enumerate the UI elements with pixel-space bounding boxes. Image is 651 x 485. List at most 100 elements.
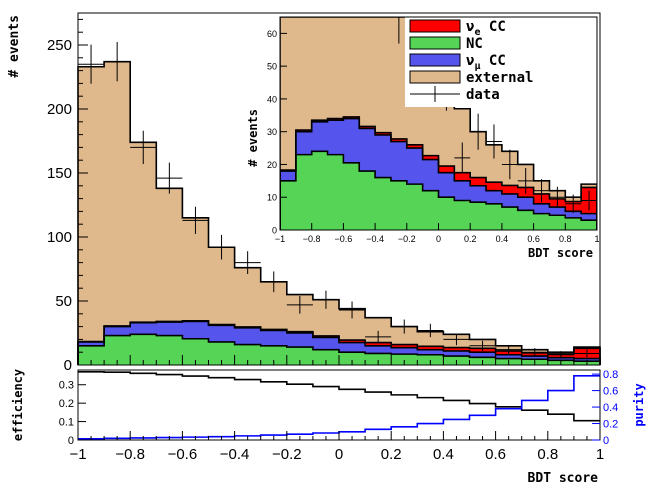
inset-y-tick-label: 10 [267,193,277,203]
efficiency-tick-label: 0.2 [59,398,74,410]
legend-swatch [409,53,461,67]
main-data-point [365,330,392,343]
efficiency-line [78,371,600,422]
main-y-axis-label: # events [7,15,22,78]
inset-outline-1 [280,150,597,230]
inset-y-ticks: 0 10 20 30 40 50 60 [267,29,287,236]
main-y-tick-label: 200 [47,101,72,118]
legend-label-subscript: μ [474,61,480,72]
efficiency-tick-label: 0.1 [59,417,74,429]
x-tick-label: 0.6 [485,446,506,463]
ratio-left-y-ticks: 0 0.1 0.2 0.3 [59,380,86,447]
x-tick-label: 1 [596,446,604,463]
x-tick-label: 0.4 [433,446,454,463]
x-axis-label: BDT score [528,471,599,485]
inset-y-tick-label: 40 [267,94,277,104]
main-data-point [312,290,339,309]
main-y-tick-label: 150 [47,165,72,182]
inset-x-tick-label: 0.4 [496,234,509,244]
main-data-point [339,301,366,319]
inset-x-tick-label: −0.4 [366,234,384,244]
inset-x-tick-label: 0 [436,234,441,244]
main-x-ticks [77,355,601,365]
inset-y-tick-label: 0 [272,226,277,236]
legend-item: data [410,86,500,103]
main-data-point [234,251,261,274]
x-tick-label: −0.2 [272,446,302,463]
main-y-tick-label: 100 [47,229,72,246]
inset-x-tick-label: 0.2 [464,234,477,244]
legend-label: νμ CC [466,53,506,72]
legend-swatch [409,36,461,50]
inset-data-point [501,149,518,180]
main-data-points [78,41,600,359]
main-data-point [208,234,235,260]
legend-item: NC [409,36,483,52]
purity-axis-label: purity [632,383,646,426]
purity-tick-label: 0.2 [603,419,618,431]
legend-label-subscript: e [474,27,480,38]
purity-tick-label: 0.6 [603,386,618,398]
main-data-point [104,41,131,82]
inset-x-tick-label: 0.8 [559,234,572,244]
inset-data-point [517,168,534,194]
inset-data-point [549,186,566,208]
inset-x-tick-label: −0.2 [398,234,416,244]
purity-tick-label: 0.8 [603,369,618,381]
main-data-point [156,162,183,194]
purity-tick-label: 0 [603,435,609,447]
main-y-ticks: 0 50 100 150 200 250 [47,18,88,374]
main-y-tick-label: 0 [64,357,72,374]
legend-label: νe CC [466,19,506,38]
legend-item: νμ CC [409,53,506,72]
legend-label-base: external [466,70,533,86]
purity-line [78,374,600,440]
main-stack-outlines [77,60,601,365]
inset-data-point [454,142,471,174]
x-tick-label: 0.8 [537,446,558,463]
ratio-plot: 00.10.20.3 00.20.40.60.8 −1 −0.8 −0.6 −0.4−… [11,369,646,485]
main-fill-3 [78,61,600,354]
legend-label: NC [466,36,483,52]
main-data-point [547,351,574,359]
inset-x-axis-label: BDT score [528,246,593,260]
legend-item: external [409,70,533,86]
x-tick-label: −0.8 [115,446,145,463]
main-y-tick-label: 250 [47,37,72,54]
main-data-point [469,340,496,351]
main-data-point [78,44,105,84]
inset-y-tick-label: 60 [267,29,277,39]
main-data-point [130,130,157,165]
efficiency-axis-label: efficiency [11,369,25,441]
inset-x-tick-label: 0.6 [527,234,540,244]
main-data-point [443,333,470,346]
inset-data-point [533,179,550,203]
inset-x-ticks: −1 −0.8 −0.6 −0.4 −0.2 0 0.2 0.4 0.6 0.8 1 [275,223,600,244]
inset-stack-outlines [280,17,597,230]
inset-data-point [486,124,502,159]
legend-swatch [409,19,461,33]
legend-label: data [466,87,500,103]
ratio-right-y-ticks: 0 0.2 0.4 0.6 0.8 [592,369,618,447]
inset-y-tick-label: 30 [267,127,277,137]
main-data-point [286,296,313,314]
inset-data-point [390,17,407,44]
main-outline-1 [77,333,601,365]
inset-y-tick-label: 50 [267,62,277,72]
main-data-point [391,319,418,334]
efficiency-tick-label: 0 [68,435,74,447]
inset-y-tick-label: 20 [267,160,277,170]
inset-x-tick-label: −1 [275,234,285,244]
legend-item: νe CC [409,19,506,38]
inset-data-point [581,190,597,211]
inset-data-point [470,113,487,150]
inset-outline-3 [280,17,597,230]
main-data-point [495,345,522,355]
legend-label-rest: CC [480,53,505,69]
main-data-point [417,323,444,338]
inset-x-tick-label: 1 [594,234,599,244]
inset-data-point [565,194,582,213]
